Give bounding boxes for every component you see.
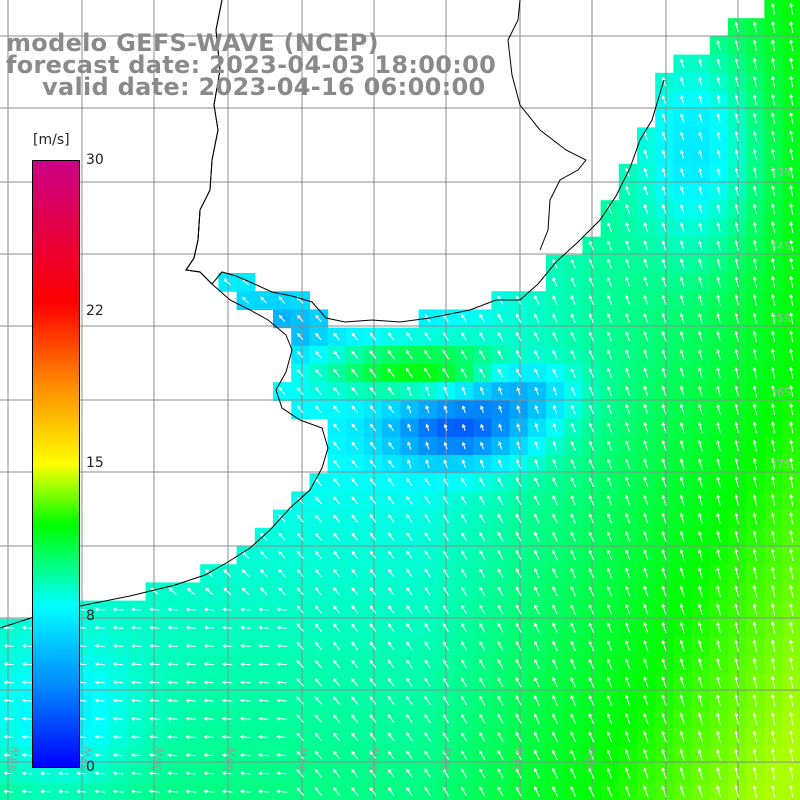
colorbar-tick-8: 8 [86,608,95,624]
valid-date: valid date: 2023-04-16 06:00:00 [42,73,486,101]
colorbar-unit: [m/s] [33,132,70,148]
lon-label: 57W [78,746,95,773]
forecast-date: forecast date: 2023-04-03 18:00:00 [6,51,497,79]
model-title: modelo GEFS-WAVE (NCEP) [6,29,379,57]
colorbar-tick-15: 15 [86,455,104,471]
lat-label: 34S [770,240,791,253]
lat-label: 33S [770,166,791,179]
border-uruguay [185,0,223,285]
lon-label: 54W [294,746,311,773]
colorbar [32,160,80,768]
lat-label: 35S [770,312,791,325]
lat-label: 36S [770,386,791,399]
lon-label: 51W [510,746,527,773]
lon-label: 53W [366,746,383,773]
lon-label: 58W [5,746,22,773]
lon-label: 50W [582,746,599,773]
colorbar-tick-22: 22 [86,303,104,319]
colorbar-tick-0: 0 [86,759,95,775]
lon-label: 56W [150,746,167,773]
wind-arrows [3,2,794,798]
lon-label: 52W [438,746,455,773]
lat-label: 37S [770,458,791,471]
lagoon-shore [507,0,587,251]
lon-label: 55W [222,746,239,773]
colorbar-tick-30: 30 [86,152,104,168]
